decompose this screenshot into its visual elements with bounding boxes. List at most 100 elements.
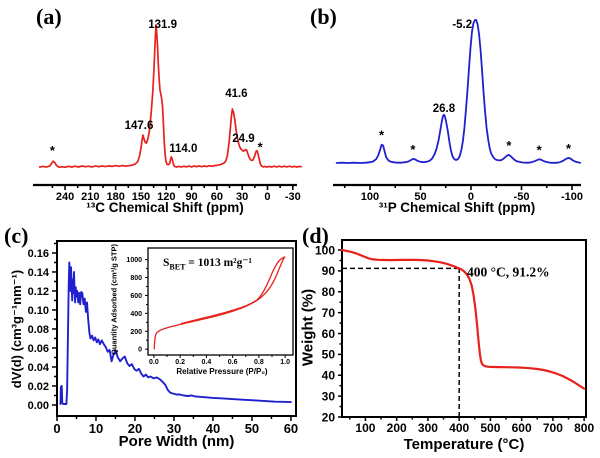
y-tick-label: 20	[322, 410, 336, 424]
y-tick-label: 50	[322, 348, 336, 362]
y-tick-label: 0.08	[28, 324, 49, 336]
x-tick-label: 0.6	[228, 359, 238, 366]
inset-x-axis-title: Relative Pressure (P/P₀)	[176, 367, 268, 376]
panel-b-label: (b)	[310, 4, 337, 29]
x-tick-label: 240	[56, 191, 74, 203]
x-tick-label: 0.4	[202, 359, 212, 366]
sideband-asterisk: *	[410, 142, 416, 157]
y-tick-label: 0.10	[28, 305, 49, 317]
tga-curve	[340, 248, 586, 390]
x-tick-label: 210	[81, 191, 99, 203]
y-tick-label: 0.12	[28, 286, 49, 298]
sbet-symbol: S	[163, 257, 170, 269]
panel-b-p31-nmr: (b) 100 50 0 -50 -100 -5.2 26.8 * * * * * ³¹P Chemi…	[300, 0, 600, 229]
x-tick-label: 10	[89, 421, 103, 436]
x-tick-label: 90	[185, 191, 197, 203]
peak-label-24-9: 24.9	[232, 133, 254, 145]
x-tick-label: -30	[285, 191, 301, 203]
peak-label-131-9: 131.9	[148, 19, 177, 31]
x-tick-label: 100	[355, 421, 375, 435]
y-tick-label: 80	[322, 285, 336, 299]
sideband-asterisk: *	[50, 143, 56, 158]
y-tick-label: 800	[130, 275, 142, 282]
x-tick-label: -100	[561, 191, 583, 203]
panel-c-label: (c)	[4, 223, 29, 248]
inset-y-axis-title: Quantity Adsorbed (cm³/g STP)	[109, 244, 119, 355]
n2-adsorption-branch	[153, 256, 286, 350]
y-tick-label: 30	[322, 389, 336, 403]
pore-distribution-chart: 0 10 20 30 40 50 60 0.00 0.02 0.04 0.06 0.08 0.10 0.1…	[28, 240, 298, 436]
y-tick-label: 1000	[126, 257, 142, 264]
y-tick-label: 100	[315, 243, 335, 257]
sbet-subscript: BET	[169, 262, 186, 272]
sideband-asterisk: *	[537, 142, 543, 157]
panel-d-tga: (d) 100 200 300 400 500 600 700 800 20 30 40 50 60 70…	[299, 225, 600, 458]
panel-d-label: (d)	[302, 223, 329, 248]
x-tick-label: 50	[414, 191, 426, 203]
p31-x-axis-title: ³¹P Chemical Shift (ppm)	[378, 200, 536, 215]
x-tick-label: 60	[211, 191, 223, 203]
x-tick-label: 0	[264, 191, 270, 203]
x-tick-label: 300	[418, 421, 438, 435]
x-tick-label: 0.2	[175, 359, 185, 366]
x-tick-label: 20	[128, 421, 142, 436]
x-tick-label: 30	[236, 191, 248, 203]
x-tick-label: 30	[167, 421, 181, 436]
peak-label-147-6: 147.6	[125, 120, 154, 132]
sideband-asterisk: *	[379, 128, 385, 143]
y-tick-label: 200	[130, 329, 142, 336]
peak-label-114-0: 114.0	[169, 143, 197, 155]
x-tick-label: 60	[284, 421, 298, 436]
x-tick-label: 120	[157, 191, 175, 203]
y-tick-label: 70	[322, 306, 336, 320]
peak-label-41-6: 41.6	[225, 88, 247, 100]
n2-desorption-branch	[180, 256, 286, 325]
x-tick-label: 0	[468, 191, 474, 203]
y-tick-label: 40	[322, 369, 336, 383]
sideband-asterisk: *	[258, 139, 264, 154]
peak-label-neg-5-2: -5.2	[452, 19, 472, 31]
x-tick-label: 150	[132, 191, 150, 203]
panel-a-c13-nmr: (a) 240 210 180 150 120 90 60 30 0 -30 131.9 147.6 1…	[0, 0, 303, 229]
x-tick-label: 0.8	[254, 359, 264, 366]
sideband-asterisk: *	[506, 138, 512, 153]
c13-x-axis-title: ¹³C Chemical Shift (ppm)	[86, 200, 244, 215]
x-tick-label: 0	[53, 421, 60, 436]
tga-chart: 100 200 300 400 500 600 700 800 20 30 40 50 60 70 80 90…	[315, 239, 594, 435]
sbet-value: = 1013 m²g⁻¹	[185, 257, 252, 269]
y-tick-label: 0.14	[28, 267, 50, 279]
x-tick-label: 50	[245, 421, 259, 436]
x-tick-label: 100	[361, 191, 379, 203]
axis-spine-box	[147, 247, 294, 356]
y-tick-label: 0	[138, 347, 142, 354]
x-tick-label: 180	[106, 191, 124, 203]
x-tick-label: 400	[449, 421, 469, 435]
axis-spine-box	[341, 239, 587, 418]
tga-x-axis-title: Temperature (°C)	[403, 436, 525, 453]
peak-label-26-8: 26.8	[433, 103, 456, 115]
x-tick-label: 40	[206, 421, 220, 436]
c13-nmr-chart: 240 210 180 150 120 90 60 30 0 -30 131.9 147.6 114.0…	[33, 19, 303, 203]
bet-surface-area-label: SBET = 1013 m²g⁻¹	[163, 255, 252, 271]
pore-y-axis-title: dV(d) (cm³g⁻¹nm⁻¹)	[9, 269, 24, 389]
y-tick-label: 90	[322, 264, 336, 278]
y-tick-label: 0.04	[28, 362, 50, 374]
x-tick-label: 500	[480, 421, 500, 435]
x-tick-label: -50	[514, 191, 530, 203]
y-tick-label: 0.16	[28, 248, 49, 260]
tga-annotation: 400 °C, 91.2%	[467, 264, 550, 279]
p31-nmr-chart: 100 50 0 -50 -100 -5.2 26.8 * * * * *	[333, 19, 583, 203]
p31-nmr-spectrum	[335, 19, 582, 164]
y-tick-label: 0.06	[28, 343, 49, 355]
c13-nmr-spectrum	[38, 24, 303, 169]
y-tick-label: 0.02	[28, 381, 49, 393]
panel-a-label: (a)	[36, 4, 62, 29]
x-tick-label: 1.0	[280, 359, 290, 366]
x-tick-label: 800	[574, 421, 594, 435]
tga-y-axis-title: Weight (%)	[299, 288, 317, 367]
x-tick-label: 200	[387, 421, 407, 435]
y-tick-label: 0.00	[28, 400, 49, 412]
y-tick-label: 400	[130, 311, 142, 318]
x-tick-label: 600	[512, 421, 532, 435]
